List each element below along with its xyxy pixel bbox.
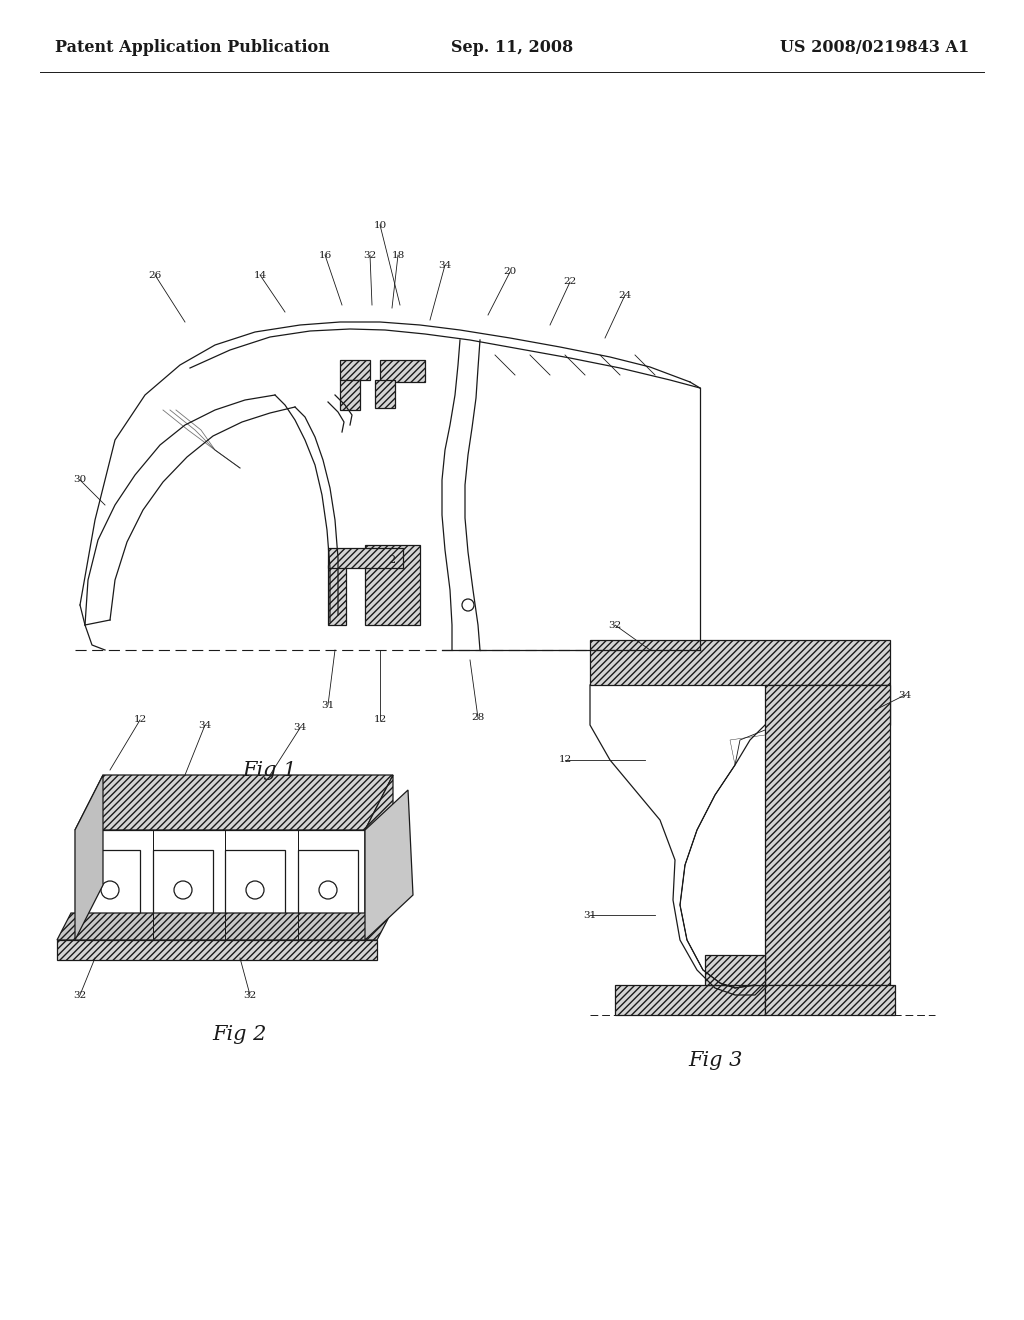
Polygon shape <box>365 789 413 940</box>
Text: US 2008/0219843 A1: US 2008/0219843 A1 <box>779 40 969 57</box>
Text: 20: 20 <box>504 268 517 276</box>
Text: 32: 32 <box>74 990 87 999</box>
Bar <box>80 850 140 931</box>
Bar <box>380 360 425 381</box>
Text: 12: 12 <box>558 755 571 764</box>
Polygon shape <box>57 940 377 960</box>
Text: 31: 31 <box>584 911 597 920</box>
Text: 31: 31 <box>322 701 335 710</box>
Text: 34: 34 <box>898 690 911 700</box>
Text: 34: 34 <box>199 721 212 730</box>
Text: 12: 12 <box>133 715 146 725</box>
Polygon shape <box>75 775 393 830</box>
Bar <box>340 380 360 411</box>
Text: 16: 16 <box>318 251 332 260</box>
Text: 22: 22 <box>563 277 577 286</box>
Text: 30: 30 <box>74 475 87 484</box>
Text: 32: 32 <box>608 620 622 630</box>
Bar <box>328 565 346 624</box>
Text: 26: 26 <box>148 271 162 280</box>
Bar <box>805 685 890 725</box>
Bar <box>590 640 890 685</box>
Text: Fig 2: Fig 2 <box>213 1026 267 1044</box>
Bar <box>365 545 420 624</box>
Bar <box>765 985 895 1015</box>
Bar <box>153 850 213 931</box>
Text: Sep. 11, 2008: Sep. 11, 2008 <box>451 40 573 57</box>
Text: 18: 18 <box>391 251 404 260</box>
Polygon shape <box>365 775 393 940</box>
Polygon shape <box>75 775 103 940</box>
Bar <box>375 380 395 408</box>
Text: 32: 32 <box>364 251 377 260</box>
Text: 2: 2 <box>388 554 395 565</box>
Text: 14: 14 <box>253 271 266 280</box>
Text: 34: 34 <box>293 723 306 733</box>
Text: Fig 1: Fig 1 <box>243 760 297 780</box>
Text: 10: 10 <box>374 220 387 230</box>
Bar <box>340 360 370 380</box>
Text: Patent Application Publication: Patent Application Publication <box>55 40 330 57</box>
Bar <box>298 850 358 931</box>
Text: 24: 24 <box>618 290 632 300</box>
Polygon shape <box>75 830 365 940</box>
Polygon shape <box>57 913 391 940</box>
Bar <box>225 850 285 931</box>
Bar <box>615 985 765 1015</box>
Text: 28: 28 <box>471 714 484 722</box>
Text: 12: 12 <box>374 715 387 725</box>
Bar <box>765 685 890 985</box>
Bar <box>328 548 403 568</box>
Text: 32: 32 <box>244 990 257 999</box>
Bar <box>705 954 765 985</box>
Text: Fig 3: Fig 3 <box>688 1051 742 1069</box>
Text: 34: 34 <box>438 260 452 269</box>
